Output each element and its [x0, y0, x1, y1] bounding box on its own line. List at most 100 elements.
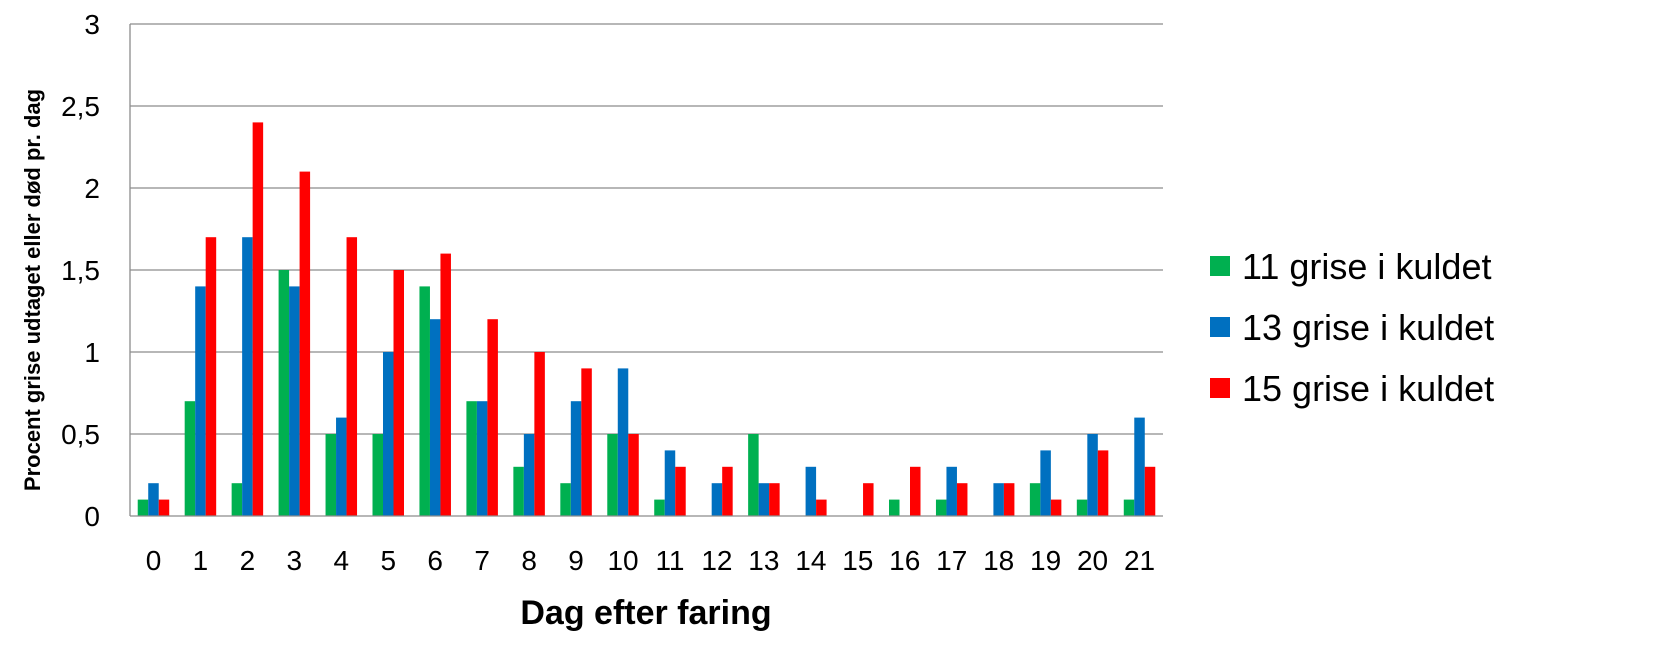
- x-tick-label: 3: [287, 545, 303, 576]
- bar: [628, 434, 639, 516]
- x-tick-label: 13: [748, 545, 779, 576]
- bar: [711, 483, 723, 516]
- bar: [581, 368, 592, 516]
- bar: [654, 499, 665, 516]
- x-tick-label: 20: [1077, 545, 1108, 576]
- bar: [158, 499, 170, 516]
- bar: [1097, 450, 1109, 516]
- legend: 11 grise i kuldet 13 grise i kuldet 15 gri…: [1210, 246, 1494, 409]
- x-tick-label: 11: [655, 545, 684, 576]
- x-tick-label: 15: [842, 545, 873, 576]
- bar: [346, 237, 358, 516]
- bar: [570, 401, 582, 516]
- bar: [440, 253, 451, 516]
- bar: [758, 483, 770, 516]
- bar: [336, 417, 347, 516]
- bar: [664, 450, 676, 516]
- bar: [993, 483, 1004, 516]
- x-tick-label: 7: [474, 545, 490, 576]
- bar: [419, 286, 430, 516]
- bar: [607, 434, 618, 516]
- legend-swatch: [1210, 256, 1230, 276]
- y-tick-label: 1,5: [61, 255, 100, 286]
- bar: [1040, 450, 1051, 516]
- bar: [863, 483, 874, 516]
- bar: [242, 237, 253, 516]
- bars: [137, 122, 1156, 517]
- bar: [910, 466, 921, 516]
- bar: [1076, 499, 1088, 516]
- x-tick-label: 10: [607, 545, 638, 576]
- bar: [675, 466, 686, 516]
- legend-label: 11 grise i kuldet: [1242, 246, 1491, 287]
- bar: [184, 401, 196, 516]
- bar: [195, 286, 206, 516]
- bar: [429, 319, 441, 516]
- bar: [748, 434, 759, 516]
- bar: [889, 499, 900, 516]
- x-tick-label: 17: [936, 545, 967, 576]
- bar: [148, 483, 159, 516]
- bar: [299, 171, 311, 516]
- y-tick-label: 3: [84, 9, 100, 40]
- bar: [1087, 434, 1098, 516]
- x-tick-label: 19: [1030, 545, 1061, 576]
- bar: [513, 466, 524, 516]
- x-tick-label: 4: [334, 545, 350, 576]
- bar: [946, 466, 957, 516]
- bar: [487, 319, 498, 516]
- bar: [466, 401, 477, 516]
- y-axis-title: Procent grise udtaget eller død pr. dag: [20, 89, 45, 491]
- y-tick-label: 0,5: [61, 419, 100, 450]
- bar: [289, 286, 300, 516]
- bar: [816, 499, 827, 516]
- x-tick-label: 14: [795, 545, 826, 576]
- bar: [769, 483, 780, 516]
- y-tick-label: 0: [84, 501, 100, 532]
- x-tick-label: 21: [1124, 545, 1155, 576]
- bar: [383, 352, 394, 516]
- x-tick-label: 8: [521, 545, 537, 576]
- bar: [1134, 417, 1145, 516]
- x-tick-label: 0: [146, 545, 162, 576]
- x-axis: 0 1 2 3 4 5 6 7 8 9 10 11 12 13 14 15 16 17 18 19 20 21: [129, 24, 1163, 576]
- bar: [372, 434, 383, 516]
- bar: [1144, 466, 1156, 516]
- x-tick-label: 2: [240, 545, 256, 576]
- x-axis-title: Dag efter faring: [520, 594, 771, 632]
- y-tick-label: 1: [84, 337, 100, 368]
- bar: [523, 434, 535, 516]
- bar: [560, 483, 571, 516]
- legend-label: 13 grise i kuldet: [1242, 307, 1494, 348]
- bar: [278, 270, 290, 516]
- x-tick-label: 1: [193, 545, 209, 576]
- bar: [1123, 499, 1135, 516]
- legend-swatch: [1210, 317, 1230, 337]
- legend-label: 15 grise i kuldet: [1242, 368, 1494, 409]
- bar: [325, 434, 337, 516]
- y-tick-label: 2,5: [61, 91, 100, 122]
- y-tick-labels: 0 0,5 1 1,5 2 2,5 3: [61, 9, 100, 532]
- x-tick-label: 18: [983, 545, 1014, 576]
- bar: [137, 499, 149, 516]
- bar: [252, 122, 264, 517]
- bar: [476, 401, 488, 516]
- bar: [805, 466, 817, 516]
- x-tick-label: 6: [427, 545, 443, 576]
- legend-swatch: [1210, 378, 1230, 398]
- bar: [1029, 483, 1041, 516]
- bar: [1003, 483, 1015, 516]
- x-tick-label: 9: [568, 545, 584, 576]
- bar: [935, 499, 947, 516]
- bar: [722, 466, 733, 516]
- bar: [956, 483, 968, 516]
- x-tick-label: 5: [380, 545, 396, 576]
- bar: [534, 352, 545, 516]
- bar: [205, 237, 217, 516]
- x-tick-label: 16: [889, 545, 920, 576]
- bar: [393, 270, 404, 516]
- bar: [1050, 499, 1062, 516]
- y-tick-label: 2: [84, 173, 100, 204]
- bar: [231, 483, 243, 516]
